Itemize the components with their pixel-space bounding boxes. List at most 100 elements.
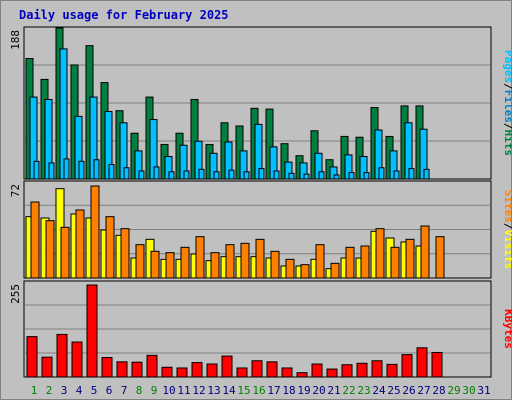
pages-bar <box>273 170 280 180</box>
day-label: 20 <box>312 384 325 397</box>
day-label: 5 <box>91 384 98 397</box>
pages-bar <box>243 171 250 180</box>
pages-bar <box>183 170 190 180</box>
kbytes-bar <box>281 367 293 378</box>
pages-bar <box>393 170 400 180</box>
day-label: 15 <box>237 384 250 397</box>
sites-bar <box>105 216 115 279</box>
sites-bar <box>360 245 370 279</box>
day-label: 26 <box>402 384 415 397</box>
pages-bar <box>123 167 130 180</box>
hits-max-label: 188 <box>9 30 22 50</box>
pages-bar <box>198 168 205 180</box>
kbytes-bar <box>326 368 338 378</box>
sites-bar <box>60 226 70 279</box>
sites-bar <box>225 244 235 279</box>
sites-bar <box>345 246 355 279</box>
pages-bar <box>408 168 415 180</box>
pages-bar <box>213 171 220 180</box>
kbytes-bar <box>206 363 218 378</box>
sites-bar <box>435 236 445 279</box>
day-label: 30 <box>462 384 475 397</box>
kbytes-bar <box>41 356 53 378</box>
kbytes-bar <box>386 363 398 378</box>
day-label: 10 <box>162 384 175 397</box>
kbytes-bar <box>401 354 413 378</box>
day-label: 22 <box>342 384 355 397</box>
sites-bar <box>165 252 175 279</box>
day-label: 31 <box>477 384 490 397</box>
kbytes-bar <box>161 366 173 378</box>
pages-bar <box>48 162 55 180</box>
pages-bar <box>33 160 40 180</box>
day-label: 19 <box>297 384 310 397</box>
kbytes-bar <box>146 354 158 378</box>
day-label: 16 <box>252 384 265 397</box>
kbytes-bar <box>101 357 113 378</box>
day-label: 3 <box>61 384 68 397</box>
sites-bar <box>120 228 130 279</box>
day-label: 25 <box>387 384 400 397</box>
kbytes-bar <box>341 364 353 378</box>
day-label: 13 <box>207 384 220 397</box>
pages-bar <box>303 173 310 180</box>
kbytes-bar <box>356 362 368 378</box>
sites-bar <box>390 246 400 279</box>
pages-bar <box>378 167 385 180</box>
sites-bar <box>270 250 280 279</box>
pages-bar <box>363 172 370 180</box>
day-label: 14 <box>222 384 236 397</box>
sites-bar <box>75 209 85 279</box>
kbytes-bar <box>371 360 383 378</box>
day-label: 18 <box>282 384 295 397</box>
sites-bar <box>30 201 40 279</box>
day-label: 12 <box>192 384 205 397</box>
sites-bar <box>90 185 100 279</box>
kbytes-bar <box>266 361 278 378</box>
sites-bar <box>45 220 55 279</box>
day-label: 23 <box>357 384 370 397</box>
day-label: 1 <box>31 384 38 397</box>
day-label: 7 <box>121 384 128 397</box>
kbytes-bar <box>116 361 128 378</box>
kbytes-bar <box>236 367 248 378</box>
day-label: 24 <box>372 384 386 397</box>
pages-bar <box>138 170 145 180</box>
pages-bar <box>288 172 295 180</box>
hits-files-pages-label: Pages/Files/Hits <box>502 50 512 156</box>
pages-bar <box>228 169 235 180</box>
kbytes-bar <box>71 341 83 378</box>
sites-bar <box>135 244 145 279</box>
day-label: 17 <box>267 384 280 397</box>
pages-bar <box>108 164 115 180</box>
day-label: 11 <box>177 384 190 397</box>
kbytes-bar <box>176 367 188 378</box>
sites-bar <box>300 264 310 279</box>
kbytes-bar <box>296 372 308 378</box>
sites-bar <box>255 238 265 279</box>
kbytes-bar <box>431 351 443 378</box>
kbytes-bar <box>251 360 263 378</box>
kbytes-bar <box>311 363 323 378</box>
kbytes-bar <box>56 333 68 378</box>
pages-bar <box>333 174 340 180</box>
pages-bar <box>348 172 355 180</box>
kbytes-label: KBytes <box>502 309 512 349</box>
pages-bar <box>318 171 325 180</box>
kbytes-bar <box>131 361 143 378</box>
sites-bar <box>285 258 295 279</box>
sites-bar <box>180 246 190 279</box>
kbytes-bar <box>221 355 233 378</box>
pages-bar <box>153 166 160 180</box>
day-label: 4 <box>76 384 83 397</box>
sites-bar <box>150 250 160 279</box>
day-label: 27 <box>417 384 430 397</box>
pages-bar <box>168 171 175 180</box>
day-label: 9 <box>151 384 158 397</box>
sites-bar <box>420 225 430 279</box>
day-label: 2 <box>46 384 53 397</box>
sites-bar <box>210 252 220 279</box>
visits-max-label: 72 <box>9 184 22 197</box>
